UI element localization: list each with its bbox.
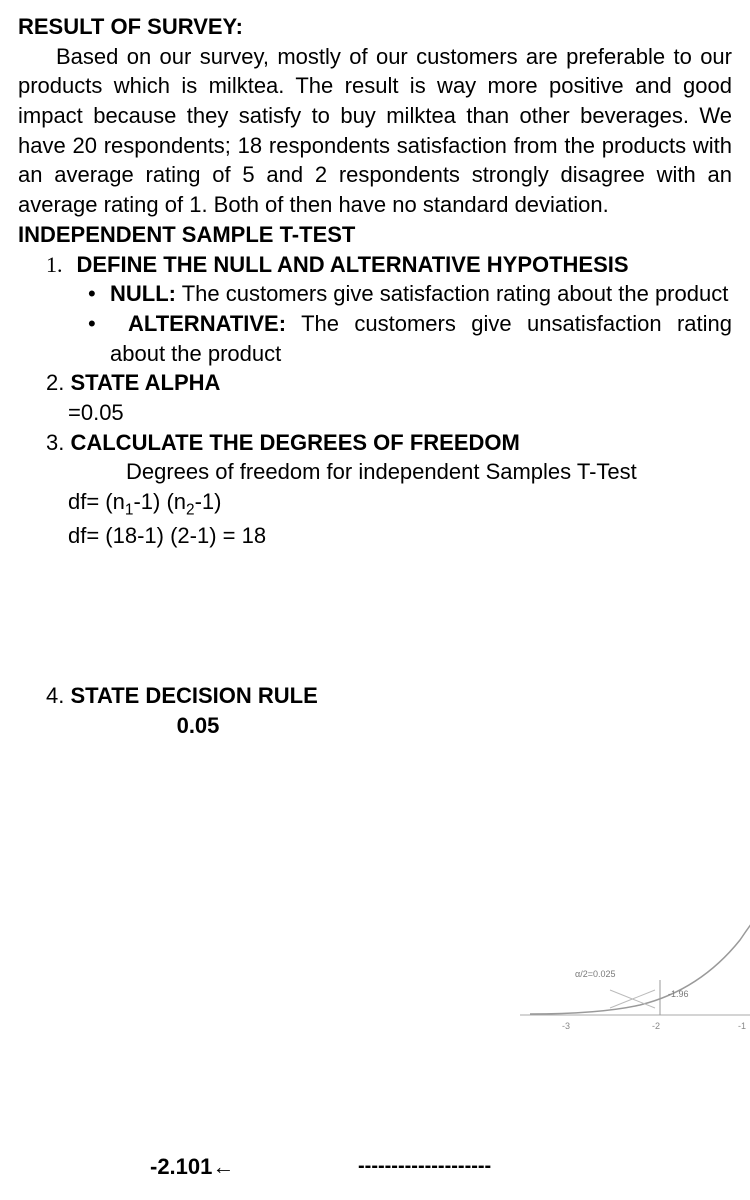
step1: 1. DEFINE THE NULL AND ALTERNATIVE HYPOTH…: [46, 250, 732, 280]
f1a: df= (n: [68, 489, 125, 514]
spacer: [18, 551, 732, 681]
step1-alt: • ALTERNATIVE: The customers give unsati…: [88, 309, 732, 368]
step1-null: • NULL: The customers give satisfaction …: [88, 279, 732, 309]
bullet-icon: •: [88, 309, 110, 339]
tick-n3: -3: [562, 1020, 570, 1032]
step1-num: 1.: [46, 252, 63, 277]
step2-title: STATE ALPHA: [70, 370, 220, 395]
step4-alpha: 0.05: [18, 711, 378, 741]
step3-desc: Degrees of freedom for independent Sampl…: [68, 457, 732, 487]
normal-curve: α/2=0.025 -1.96 -3 -2 -1 0: [520, 830, 750, 1050]
step3: 3. CALCULATE THE DEGREES OF FREEDOM: [46, 428, 732, 458]
bullet-icon: •: [88, 279, 110, 309]
critical-value: -2.101←: [150, 1152, 234, 1182]
alt-label: ALTERNATIVE:: [128, 311, 286, 336]
alpha-value: =0.05: [68, 398, 732, 428]
ttest-heading: INDEPENDENT SAMPLE T-TEST: [18, 220, 732, 250]
step3-num: 3.: [46, 430, 70, 455]
df-formula-symbolic: df= (n1-1) (n2-1): [68, 487, 732, 521]
tick-n2: -2: [652, 1020, 660, 1032]
neg-num: -2.101: [150, 1154, 212, 1179]
intro-paragraph: Based on our survey, mostly of our custo…: [18, 42, 732, 220]
null-text: NULL: The customers give satisfaction ra…: [110, 279, 732, 309]
step4-title: STATE DECISION RULE: [70, 683, 317, 708]
tick-n1: -1: [738, 1020, 746, 1032]
critical-label: -1.96: [668, 988, 689, 1000]
step2: 2. STATE ALPHA: [46, 368, 732, 398]
step4: 4. STATE DECISION RULE: [46, 681, 732, 711]
null-body: The customers give satisfaction rating a…: [176, 281, 728, 306]
left-arrow-icon: ←: [212, 1154, 234, 1179]
null-label: NULL:: [110, 281, 176, 306]
result-heading: RESULT OF SURVEY:: [18, 12, 732, 42]
step3-title: CALCULATE THE DEGREES OF FREEDOM: [70, 430, 519, 455]
df-formula-numeric: df= (18-1) (2-1) = 18: [68, 521, 732, 551]
f1b: -1) (n: [133, 489, 186, 514]
step1-title: DEFINE THE NULL AND ALTERNATIVE HYPOTHES…: [77, 252, 629, 277]
dash-line: --------------------: [358, 1153, 491, 1180]
f1s2: 2: [186, 501, 195, 518]
alpha-half-label: α/2=0.025: [575, 968, 616, 980]
step2-num: 2.: [46, 370, 70, 395]
alt-text: ALTERNATIVE: The customers give unsatisf…: [110, 309, 732, 368]
f1c: -1): [195, 489, 222, 514]
step4-num: 4.: [46, 683, 70, 708]
